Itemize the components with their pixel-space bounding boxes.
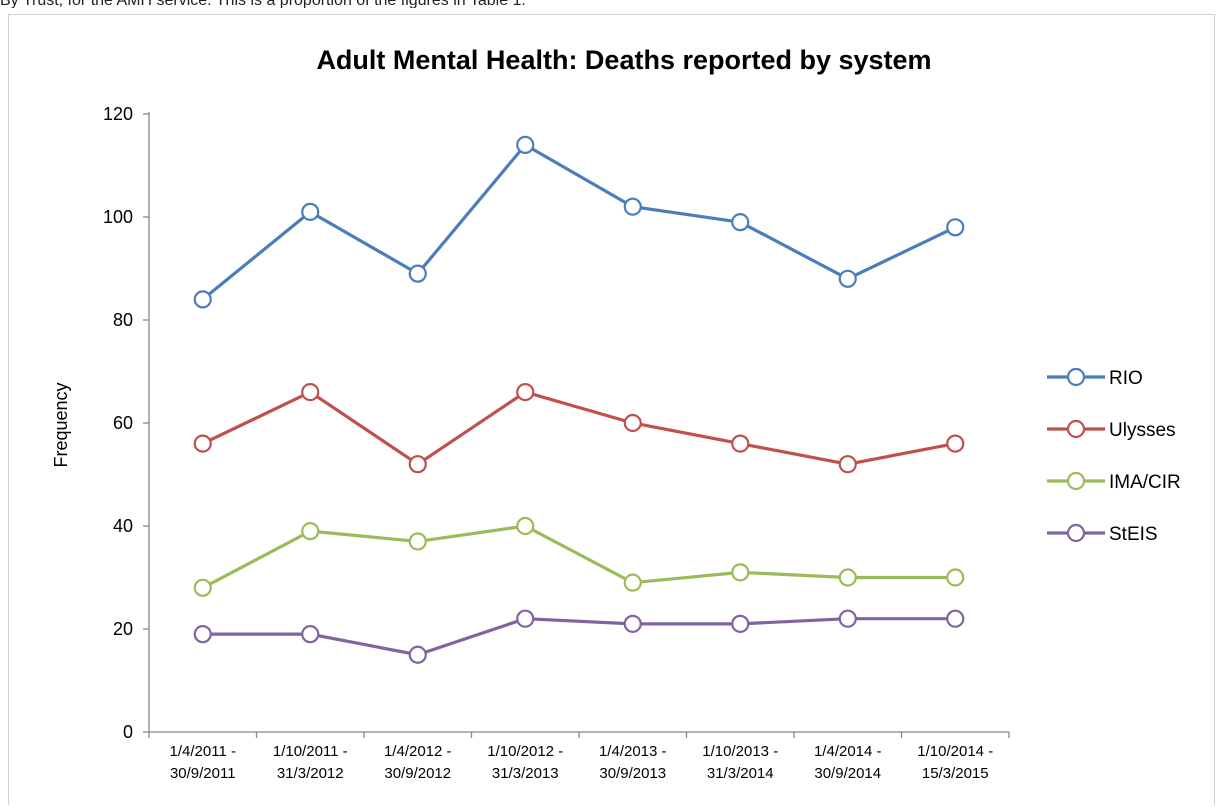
- data-point: [193, 290, 212, 309]
- legend-marker: [1066, 419, 1086, 439]
- data-point: [408, 532, 427, 551]
- line-chart: Adult Mental Health: Deaths reported by …: [51, 45, 1181, 782]
- legend-marker: [1066, 471, 1086, 491]
- data-point: [838, 609, 857, 628]
- x-tick-label: 31/3/2013: [492, 765, 559, 782]
- y-tick-label: 60: [113, 413, 133, 433]
- data-point: [623, 573, 642, 592]
- data-point: [838, 568, 857, 587]
- y-tick-label: 40: [113, 516, 133, 536]
- x-tick-label: 15/3/2015: [922, 765, 989, 782]
- x-tick-label: 1/4/2012 -: [384, 743, 452, 760]
- data-point: [301, 383, 320, 402]
- legend-label: IMA/CIR: [1109, 472, 1181, 493]
- data-point: [516, 609, 535, 628]
- series-line-ima-cir: [202, 524, 956, 590]
- y-axis-label: Frequency: [51, 382, 71, 467]
- y-tick-label: 20: [113, 619, 133, 639]
- y-tick-label: 100: [103, 207, 133, 227]
- data-point: [946, 609, 965, 628]
- x-tick-label: 1/10/2013 -: [702, 743, 778, 760]
- data-point: [623, 197, 642, 216]
- x-tick-label: 30/9/2012: [384, 765, 451, 782]
- data-point: [731, 434, 750, 453]
- x-tick-label: 1/4/2011 -: [170, 743, 236, 760]
- x-tick-label: 1/10/2011 -: [273, 743, 348, 760]
- x-tick-label: 30/9/2011: [170, 765, 236, 782]
- y-tick-label: 80: [113, 310, 133, 330]
- data-point: [516, 135, 535, 154]
- data-point: [193, 578, 212, 597]
- data-point: [946, 568, 965, 587]
- x-tick-label: 1/4/2014 -: [814, 743, 882, 760]
- data-point: [623, 614, 642, 633]
- series-line-ulysses: [202, 390, 956, 466]
- legend-label: RIO: [1109, 368, 1143, 389]
- series-line-rio: [201, 143, 956, 301]
- page-text-snippet: By Trust, for the AMH service. This is a…: [0, 0, 1222, 8]
- y-tick-label: 0: [123, 722, 133, 742]
- data-point: [731, 213, 750, 232]
- data-point: [301, 522, 320, 541]
- legend-label: Ulysses: [1109, 420, 1176, 441]
- x-tick-label: 31/3/2014: [707, 765, 774, 782]
- data-point: [516, 383, 535, 402]
- legend-marker: [1066, 523, 1086, 543]
- x-tick-label: 1/10/2014 -: [917, 743, 993, 760]
- x-tick-label: 31/3/2012: [277, 765, 344, 782]
- data-point: [946, 218, 965, 237]
- data-point: [408, 645, 427, 664]
- data-point: [731, 614, 750, 633]
- data-point: [193, 625, 212, 644]
- data-point: [301, 202, 320, 221]
- chart-container: Adult Mental Health: Deaths reported by …: [8, 14, 1215, 805]
- series-line-steis: [202, 617, 956, 657]
- x-tick-label: 1/10/2012 -: [487, 743, 563, 760]
- data-point: [516, 516, 535, 536]
- data-point: [623, 413, 642, 433]
- y-tick-label: 120: [103, 104, 133, 124]
- legend-label: StEIS: [1109, 524, 1158, 545]
- chart-title: Adult Mental Health: Deaths reported by …: [316, 45, 931, 75]
- data-point: [838, 269, 857, 288]
- x-tick-label: 30/9/2013: [599, 765, 666, 782]
- legend-marker: [1066, 367, 1086, 387]
- data-point: [408, 264, 427, 283]
- data-point: [946, 434, 965, 453]
- data-point: [731, 563, 750, 582]
- data-point: [193, 434, 212, 453]
- data-point: [838, 455, 857, 474]
- x-tick-label: 30/9/2014: [814, 765, 881, 782]
- data-point: [408, 455, 427, 474]
- data-point: [301, 625, 320, 644]
- x-tick-label: 1/4/2013 -: [599, 743, 667, 760]
